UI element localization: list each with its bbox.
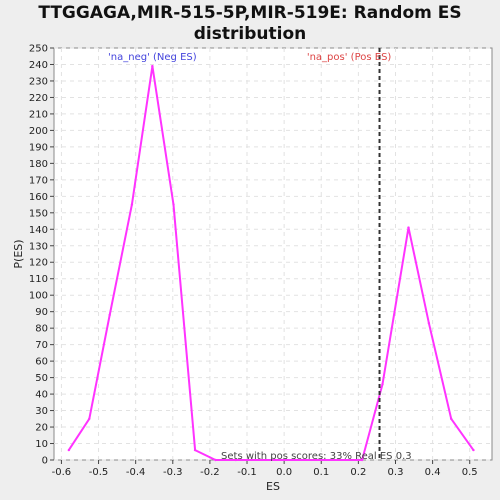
y-tick-label: 110: [29, 274, 48, 285]
y-tick-label: 220: [29, 93, 48, 104]
data-point: [214, 458, 217, 462]
x-tick-label: -0.5: [89, 467, 109, 478]
x-tick-label: 0.3: [388, 467, 404, 478]
y-tick-label: 180: [29, 159, 48, 170]
x-tick-label: -0.2: [200, 467, 220, 478]
y-tick-label: 40: [35, 390, 48, 401]
y-tick-label: 70: [35, 340, 48, 351]
y-tick-label: 190: [29, 142, 48, 153]
data-point: [172, 203, 175, 206]
y-tick-label: 140: [29, 225, 48, 236]
x-tick-label: 0.4: [425, 467, 441, 478]
x-axis-title: ES: [266, 480, 280, 493]
data-point: [108, 313, 111, 317]
y-tick-label: 60: [35, 357, 48, 368]
tick-layer: 0 10 20 30 40 50 60 70 80 90 100 110 120 130 140 150 160…: [29, 44, 478, 479]
x-tick-label: -0.1: [237, 467, 257, 478]
y-tick-label: 100: [29, 291, 48, 302]
data-point: [381, 382, 384, 386]
annotation-label: 'na_pos' (Pos ES): [307, 52, 392, 63]
x-tick-label: 0.1: [313, 467, 329, 478]
y-tick-label: 90: [35, 307, 48, 318]
y-tick-label: 150: [29, 208, 48, 219]
data-point: [360, 458, 364, 462]
chart-title-line-2: distribution: [193, 24, 307, 44]
data-point: [427, 322, 431, 325]
data-point: [67, 448, 71, 452]
chart-title-line-1: TTGGAGA,MIR-515-5P,MIR-519E: Random ES: [38, 3, 462, 23]
y-tick-label: 240: [29, 60, 48, 71]
y-tick-label: 160: [29, 192, 48, 203]
y-axis-title: P(ES): [12, 239, 25, 268]
data-point: [449, 417, 453, 420]
annotation-label: 'na_neg' (Neg ES): [108, 52, 197, 63]
data-point: [151, 64, 154, 68]
y-tick-label: 130: [29, 241, 48, 252]
y-tick-label: 170: [29, 175, 48, 186]
y-tick-label: 10: [35, 439, 48, 450]
y-tick-label: 30: [35, 406, 48, 417]
y-tick-label: 210: [29, 109, 48, 120]
y-tick-label: 200: [29, 126, 48, 137]
annotation-layer: 'na_neg' (Neg ES) 'na_pos' (Pos ES) Sets w…: [108, 52, 412, 462]
plot-area: [53, 47, 493, 461]
data-point: [193, 448, 197, 452]
y-tick-label: 50: [35, 373, 48, 384]
x-tick-label: 0.5: [462, 467, 478, 478]
y-tick-label: 250: [29, 44, 48, 55]
x-tick-label: 0.2: [350, 467, 366, 478]
x-tick-label: -0.4: [126, 467, 146, 478]
data-point: [88, 417, 91, 420]
data-point: [407, 226, 410, 229]
x-tick-label: -0.3: [163, 467, 183, 478]
data-point: [130, 203, 134, 206]
annotation-label: Sets with pos scores: 33% Real ES 0.3: [221, 451, 412, 462]
x-tick-label: -0.6: [52, 467, 72, 478]
chart-title: TTGGAGA,MIR-515-5P,MIR-519E: Random ES d…: [0, 3, 500, 45]
y-tick-label: 230: [29, 76, 48, 87]
y-tick-label: 0: [42, 456, 48, 467]
y-tick-label: 80: [35, 324, 48, 335]
y-tick-label: 120: [29, 258, 48, 269]
y-tick-label: 20: [35, 423, 48, 434]
series-layer: [67, 48, 475, 462]
x-tick-label: 0.0: [276, 467, 292, 478]
data-point: [472, 448, 475, 452]
data-point: [234, 458, 238, 462]
